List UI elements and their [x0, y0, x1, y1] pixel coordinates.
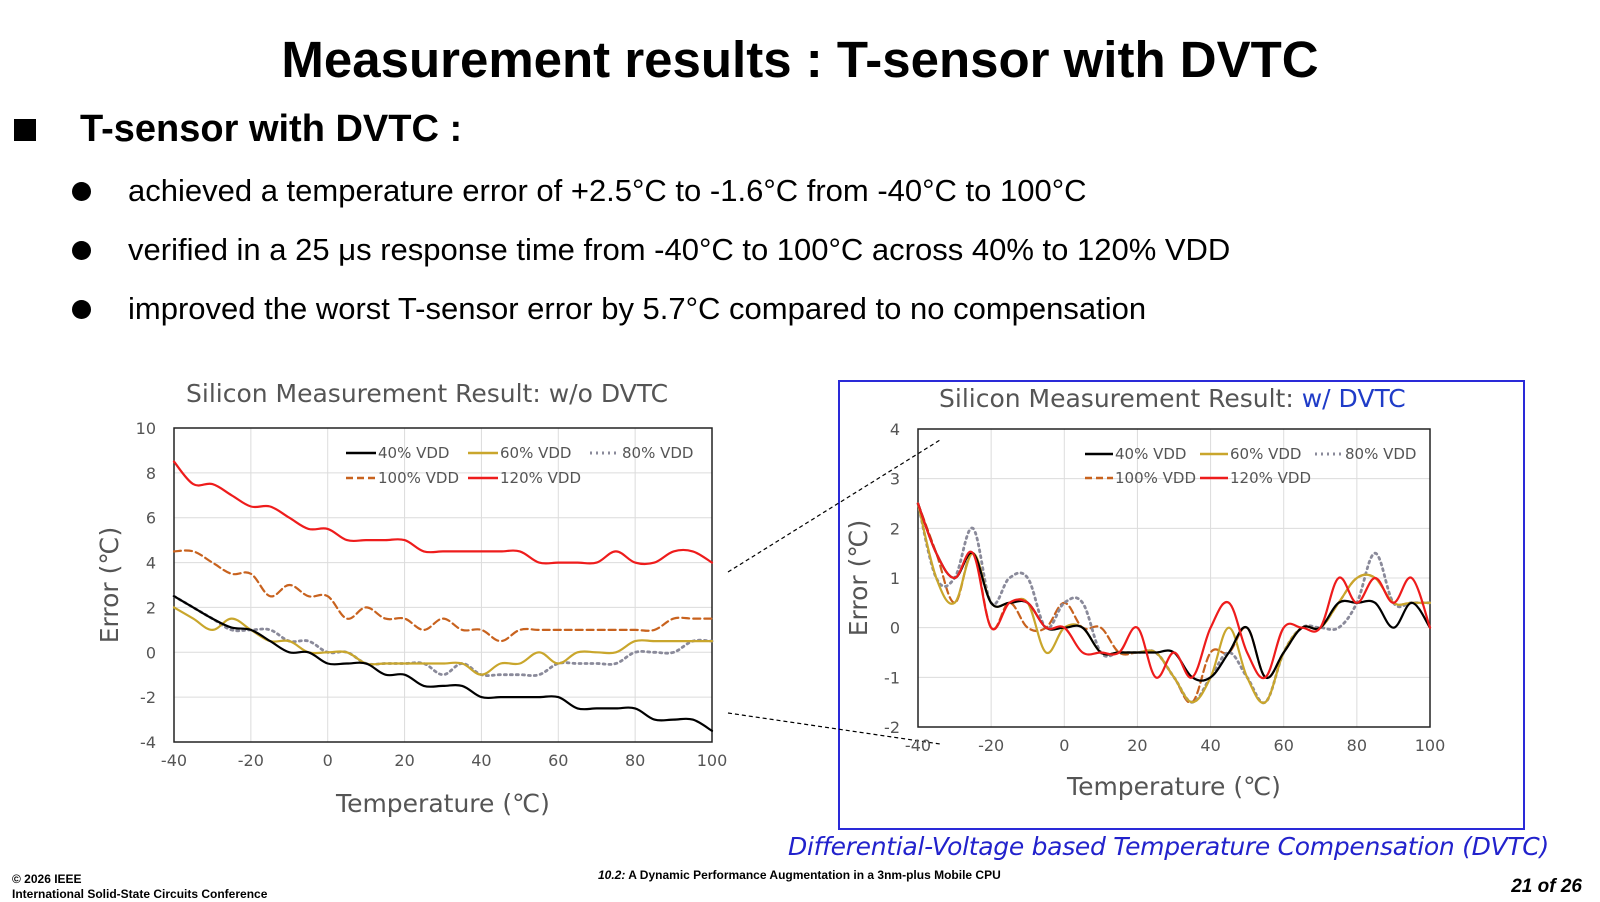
chart-title-part: Silicon Measurement Result:	[186, 380, 549, 408]
x-axis-label: Temperature (℃)	[1066, 772, 1281, 801]
chart-title: Silicon Measurement Result: w/ DVTC	[939, 385, 1406, 413]
bullet-dot-icon	[72, 299, 91, 319]
x-tick-label: 60	[1274, 736, 1294, 755]
legend-label: 80% VDD	[622, 444, 693, 462]
series-line-60-vdd	[172, 606, 714, 676]
series-line-120-vdd	[172, 460, 714, 566]
x-tick-label: 80	[625, 751, 645, 770]
slide-title: Measurement results : T-sensor with DVTC	[281, 31, 1319, 88]
series-line-40-vdd	[172, 595, 714, 732]
x-tick-label: 100	[1415, 736, 1446, 755]
bullet-text: improved the worst T-sensor error by 5.7…	[128, 291, 1147, 326]
session-number: 10.2:	[598, 868, 626, 882]
bullet-text: verified in a 25 μs response time from -…	[128, 232, 1231, 267]
y-tick-label: 2	[146, 598, 156, 617]
x-tick-label: 20	[394, 751, 414, 770]
x-tick-label: 40	[1200, 736, 1220, 755]
y-tick-label: 4	[146, 554, 156, 573]
series-line-120-vdd	[916, 502, 1432, 680]
legend-label: 60% VDD	[500, 444, 571, 462]
y-tick-label: -2	[884, 718, 900, 737]
x-tick-label: -20	[238, 751, 264, 770]
legend-label: 120% VDD	[1230, 469, 1311, 487]
x-tick-label: -40	[161, 751, 187, 770]
x-tick-label: -20	[978, 736, 1004, 755]
plot-area-border	[173, 427, 713, 743]
conference-name: International Solid-State Circuits Confe…	[12, 887, 268, 901]
chart-with-dvtc-svg: Silicon Measurement Result: w/ DVTC -40 -2…	[845, 385, 1446, 801]
x-tick-label: 20	[1127, 736, 1147, 755]
y-tick-label: 1	[890, 569, 900, 588]
y-tick-label: -2	[140, 688, 156, 707]
square-bullet-icon	[14, 118, 36, 141]
chart-title-part: Silicon Measurement Result:	[939, 385, 1302, 413]
copyright-text: © 2026 IEEE	[12, 872, 82, 886]
legend-label: 80% VDD	[1345, 445, 1416, 463]
y-axis-label: Error (℃)	[95, 527, 124, 643]
section-heading: T-sensor with DVTC :	[14, 108, 462, 151]
y-tick-label: 10	[136, 419, 156, 438]
series-line-80-vdd	[172, 594, 714, 677]
bullet-item: achieved a temperature error of +2.5°C t…	[72, 173, 1087, 209]
y-tick-label: 6	[146, 509, 156, 528]
x-tick-label: 0	[323, 751, 333, 770]
section-heading-text: T-sensor with DVTC :	[80, 108, 463, 150]
x-tick-label: -40	[905, 736, 931, 755]
bullet-dot-icon	[72, 181, 91, 201]
legend-label: 100% VDD	[1115, 469, 1196, 487]
x-axis-label: Temperature (℃)	[335, 789, 550, 818]
paper-title: A Dynamic Performance Augmentation in a …	[628, 868, 1001, 882]
legend-label: 40% VDD	[378, 444, 449, 462]
chart-title-part: w/ DVTC	[1302, 385, 1406, 413]
chart-with-dvtc: Silicon Measurement Result: w/ DVTC -40 -2…	[845, 385, 1525, 825]
chart-without-dvtc: Silicon Measurement Result: w/o DVTC -40-…	[90, 380, 770, 840]
y-tick-label: 8	[146, 464, 156, 483]
x-tick-label: 80	[1347, 736, 1367, 755]
legend-label: 40% VDD	[1115, 445, 1186, 463]
y-tick-label: 2	[890, 519, 900, 538]
chart-title: Silicon Measurement Result: w/o DVTC	[186, 380, 668, 408]
x-tick-label: 0	[1059, 736, 1069, 755]
y-tick-label: 0	[890, 619, 900, 638]
legend-label: 120% VDD	[500, 469, 581, 487]
bullet-item: verified in a 25 μs response time from -…	[72, 232, 1230, 268]
y-tick-label: -1	[884, 668, 900, 687]
dvtc-caption: Differential-Voltage based Temperature C…	[788, 832, 1549, 861]
series-line-100-vdd	[172, 549, 714, 643]
legend-label: 60% VDD	[1230, 445, 1301, 463]
page-number: 21 of 26	[1511, 876, 1582, 897]
chart-without-dvtc-svg: Silicon Measurement Result: w/o DVTC-40-…	[95, 380, 728, 818]
x-tick-label: 100	[697, 751, 728, 770]
y-tick-label: 0	[146, 643, 156, 662]
bullet-dot-icon	[72, 240, 91, 260]
footer-copyright: © 2026 IEEE International Solid-State Ci…	[12, 872, 267, 902]
footer-paper: 10.2: A Dynamic Performance Augmentation…	[598, 868, 1001, 882]
y-tick-label: 4	[890, 420, 900, 439]
chart-title-part: w/o DVTC	[549, 380, 668, 408]
plot-area-border	[917, 428, 1431, 728]
series-line-40-vdd	[916, 502, 1432, 682]
bullet-text: achieved a temperature error of +2.5°C t…	[128, 173, 1087, 208]
legend-label: 100% VDD	[378, 469, 459, 487]
dvtc-chart-frame	[838, 380, 1525, 830]
y-tick-label: 3	[890, 470, 900, 489]
x-tick-label: 40	[471, 751, 491, 770]
y-axis-label: Error (℃)	[845, 520, 873, 636]
zoom-connector-bottom	[727, 712, 941, 745]
x-tick-label: 60	[548, 751, 568, 770]
bullet-item: improved the worst T-sensor error by 5.7…	[72, 291, 1146, 327]
y-tick-label: -4	[140, 733, 156, 752]
